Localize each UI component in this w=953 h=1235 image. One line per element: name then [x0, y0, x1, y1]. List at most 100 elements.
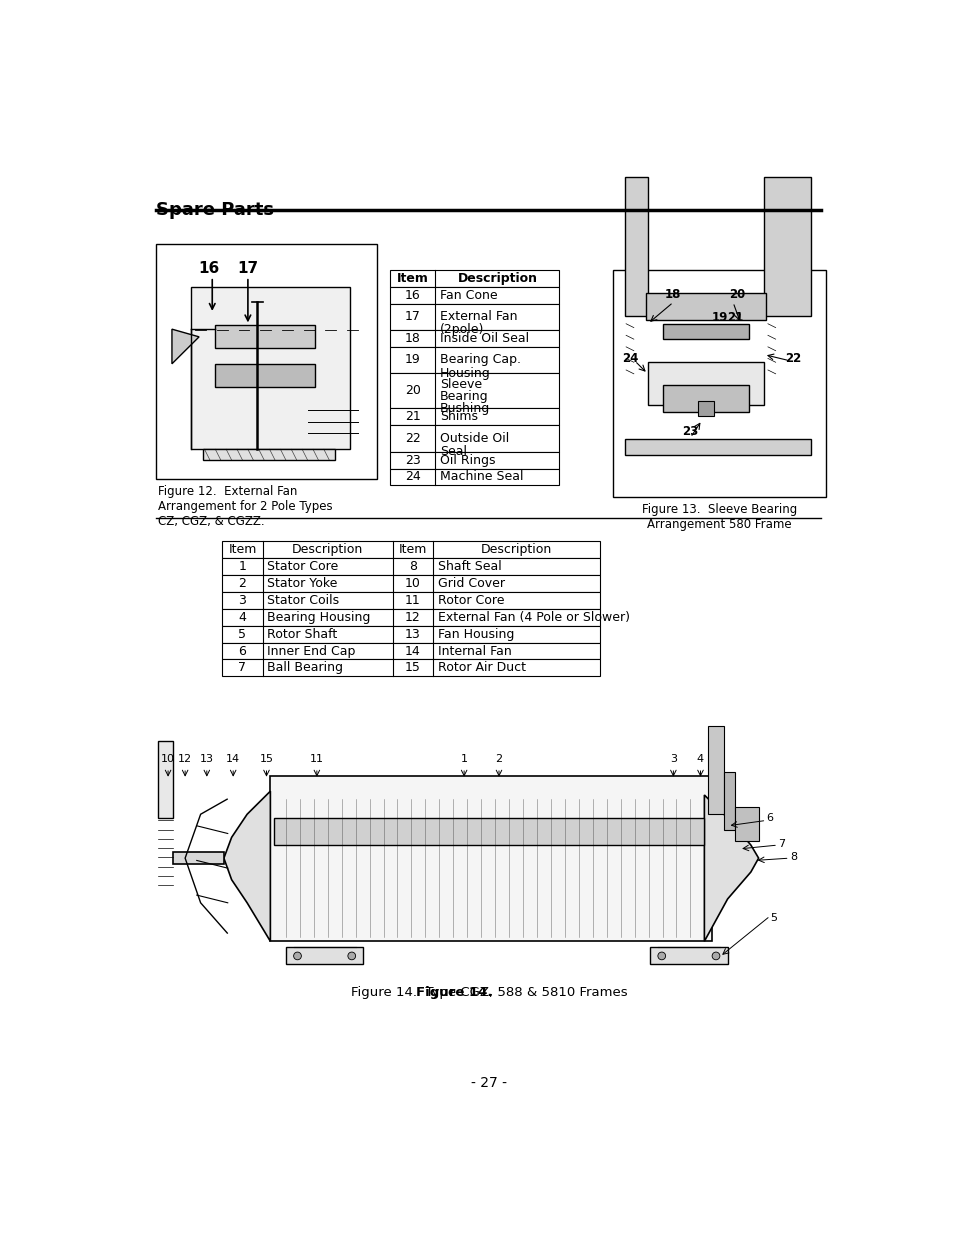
Circle shape [348, 952, 355, 960]
Text: Rotor Air Duct: Rotor Air Duct [437, 662, 525, 674]
Text: 20: 20 [728, 288, 744, 301]
Text: Stator Yoke: Stator Yoke [267, 577, 337, 590]
Text: 8: 8 [789, 852, 796, 862]
Text: (2pole): (2pole) [439, 324, 484, 336]
Text: Item: Item [398, 543, 427, 556]
Bar [390, 287, 558, 304]
Bar [214, 325, 315, 348]
Bar [222, 659, 599, 677]
Bar [222, 626, 599, 642]
Bar [390, 373, 558, 409]
Bar [612, 270, 825, 496]
Text: - 27 -: - 27 - [471, 1076, 506, 1091]
Text: Description: Description [480, 543, 552, 556]
Text: 11: 11 [405, 594, 420, 606]
Bar [270, 776, 711, 941]
Bar [173, 852, 224, 864]
Text: Machine Seal: Machine Seal [439, 471, 523, 483]
Text: 7: 7 [238, 662, 246, 674]
Text: 11: 11 [310, 753, 323, 763]
Bar [390, 468, 558, 485]
Text: Rotor Core: Rotor Core [437, 594, 504, 606]
Text: Stator Coils: Stator Coils [267, 594, 339, 606]
Text: Bearing: Bearing [439, 390, 488, 403]
Text: 21: 21 [405, 410, 420, 424]
Bar [707, 726, 723, 814]
Text: Spare Parts: Spare Parts [156, 200, 274, 219]
Bar [390, 409, 558, 425]
Text: 15: 15 [405, 662, 420, 674]
Text: External Fan: External Fan [439, 310, 517, 324]
Text: 23: 23 [405, 453, 420, 467]
Text: 16: 16 [198, 262, 219, 277]
Text: Fan Cone: Fan Cone [439, 289, 497, 301]
Text: Shaft Seal: Shaft Seal [437, 559, 501, 573]
Text: 20: 20 [405, 384, 420, 398]
Bar [156, 245, 377, 479]
Bar [222, 642, 599, 659]
Text: Figure 14.: Figure 14. [416, 986, 492, 999]
Text: Oil Rings: Oil Rings [439, 453, 495, 467]
Text: 8: 8 [409, 559, 416, 573]
Bar [649, 947, 727, 965]
Text: Item: Item [396, 272, 429, 285]
Bar [647, 362, 763, 405]
Text: 18: 18 [405, 332, 420, 345]
Text: 15: 15 [259, 753, 274, 763]
Text: 19: 19 [711, 311, 727, 324]
Bar [698, 401, 713, 416]
Text: 10: 10 [405, 577, 420, 590]
Bar [662, 324, 748, 340]
Text: Outside Oil: Outside Oil [439, 432, 509, 445]
Text: 22: 22 [784, 352, 801, 364]
Bar [222, 609, 599, 626]
Text: Inside Oil Seal: Inside Oil Seal [439, 332, 529, 345]
Bar [735, 806, 758, 841]
Bar [645, 293, 765, 320]
Bar [624, 440, 810, 454]
Circle shape [294, 952, 301, 960]
Polygon shape [224, 792, 270, 941]
Text: 5: 5 [238, 627, 246, 641]
Text: Housing: Housing [439, 367, 491, 379]
Bar [203, 448, 335, 461]
Bar [214, 364, 315, 387]
Text: 14: 14 [405, 645, 420, 657]
Bar [390, 347, 558, 373]
Text: 17: 17 [237, 262, 258, 277]
Text: Grid Cover: Grid Cover [437, 577, 504, 590]
Text: 22: 22 [405, 432, 420, 445]
Text: Item: Item [228, 543, 256, 556]
Bar [624, 178, 647, 316]
Text: 2: 2 [238, 577, 246, 590]
Bar [662, 385, 748, 412]
Bar [274, 818, 703, 845]
Text: 2: 2 [495, 753, 502, 763]
Text: Internal Fan: Internal Fan [437, 645, 511, 657]
Text: 4: 4 [238, 610, 246, 624]
Text: 7: 7 [778, 839, 784, 848]
Polygon shape [703, 795, 758, 941]
Text: 5: 5 [770, 913, 777, 924]
Circle shape [658, 952, 665, 960]
Bar [390, 425, 558, 452]
Text: 12: 12 [178, 753, 192, 763]
Text: 18: 18 [664, 288, 680, 301]
Text: 1: 1 [460, 753, 467, 763]
Text: Inner End Cap: Inner End Cap [267, 645, 355, 657]
Text: 12: 12 [405, 610, 420, 624]
Text: 21: 21 [726, 311, 742, 324]
Bar [192, 287, 350, 448]
Text: 3: 3 [238, 594, 246, 606]
Bar [222, 574, 599, 592]
Bar [222, 541, 599, 558]
Text: Shims: Shims [439, 410, 477, 424]
Text: Figure 14.  Type CGZ, 588 & 5810 Frames: Figure 14. Type CGZ, 588 & 5810 Frames [351, 986, 627, 999]
Circle shape [711, 952, 720, 960]
Text: Bearing Cap.: Bearing Cap. [439, 353, 520, 367]
Bar [390, 304, 558, 330]
Bar [390, 452, 558, 468]
Text: 10: 10 [161, 753, 175, 763]
Text: 24: 24 [621, 352, 638, 364]
Text: Description: Description [457, 272, 537, 285]
